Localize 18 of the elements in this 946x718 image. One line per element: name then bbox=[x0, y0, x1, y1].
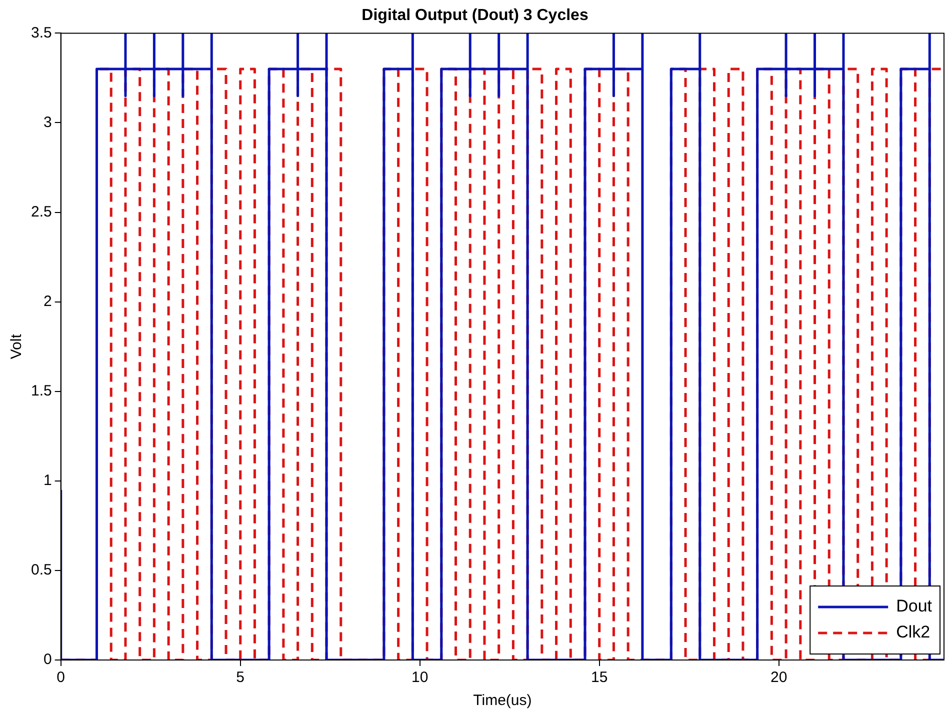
y-tick-label: 0 bbox=[44, 651, 52, 668]
x-axis-title: Time(us) bbox=[473, 692, 532, 710]
x-tick-label: 10 bbox=[412, 669, 428, 686]
y-tick-label: 1 bbox=[44, 472, 52, 490]
x-tick-label: 0 bbox=[56, 669, 66, 686]
chart-title: Digital Output (Dout) 3 Cycles bbox=[362, 7, 588, 24]
x-tick-label: 15 bbox=[591, 669, 608, 686]
x-tick-label: 20 bbox=[770, 669, 788, 686]
y-tick-label: 2 bbox=[44, 292, 52, 310]
y-axis-title: Volt bbox=[8, 333, 26, 360]
legend-label: Dout bbox=[896, 596, 932, 616]
y-tick-label: 3 bbox=[44, 114, 52, 131]
y-tick-label: 2.5 bbox=[30, 203, 52, 220]
y-tick-label: 0.5 bbox=[30, 562, 52, 579]
y-tick-label: 3.5 bbox=[30, 24, 52, 42]
x-tick-label: 5 bbox=[236, 669, 245, 686]
legend-label: Clk2 bbox=[896, 622, 930, 642]
y-tick-label: 1.5 bbox=[30, 382, 52, 400]
